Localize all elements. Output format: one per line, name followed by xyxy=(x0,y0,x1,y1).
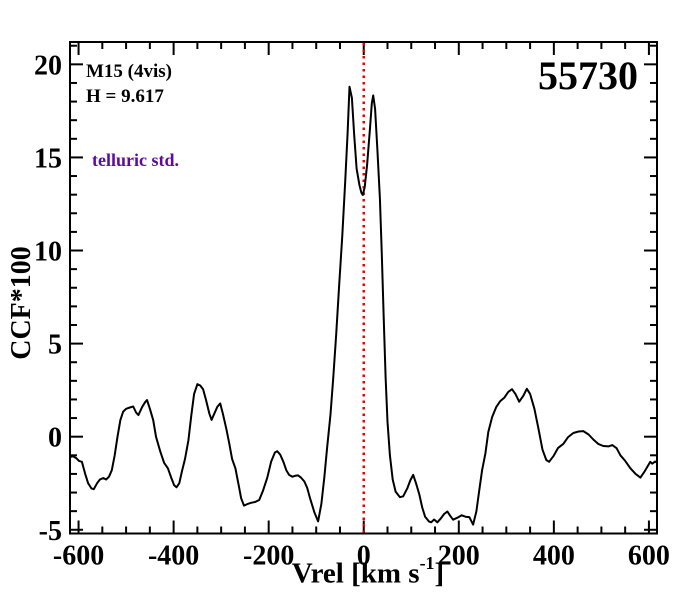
y-tick-label: 20 xyxy=(34,50,62,81)
x-tick-label: 400 xyxy=(533,541,575,572)
x-axis-title-suffix: ] xyxy=(434,557,445,590)
x-axis-title-superscript: -1 xyxy=(419,553,435,574)
plot-frame xyxy=(69,41,658,535)
x-axis-title: Vrel [km s-1] xyxy=(218,553,518,591)
y-tick-label: -5 xyxy=(39,516,62,547)
x-tick-label: -600 xyxy=(53,541,104,572)
ccf-curve xyxy=(69,85,658,526)
h-magnitude-label: H = 9.617 xyxy=(86,86,164,107)
y-tick-label: 15 xyxy=(34,143,62,174)
x-tick-label: 600 xyxy=(628,541,670,572)
y-tick-label: 0 xyxy=(48,423,62,454)
y-tick-label: 5 xyxy=(48,330,62,361)
y-axis-title: CCF*100 xyxy=(6,246,37,360)
y-tick-label: 10 xyxy=(34,237,62,268)
x-tick-label: -400 xyxy=(148,541,199,572)
x-tick-label: -200 xyxy=(243,541,294,572)
mjd-title: 55730 xyxy=(538,53,638,98)
x-tick-label: 0 xyxy=(357,541,371,572)
target-cluster-label: M15 (4vis) xyxy=(86,61,173,82)
telluric-standard-label: telluric std. xyxy=(92,150,179,170)
x-tick-label: 200 xyxy=(438,541,480,572)
x-axis-title-text: Vrel [km s xyxy=(291,557,420,590)
